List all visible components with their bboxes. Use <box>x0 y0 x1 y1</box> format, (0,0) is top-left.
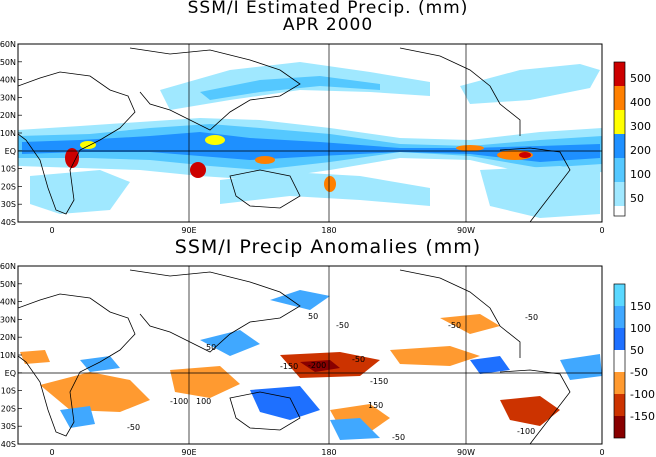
contour-label: 100 <box>196 397 211 406</box>
contour-label: -50 <box>336 321 349 330</box>
contour-label: -100 <box>170 397 188 406</box>
lat-label: 30S <box>1 422 16 431</box>
legend-swatch-50 <box>614 328 625 350</box>
legend-label: 150 <box>630 300 651 313</box>
legend-swatch-100 <box>614 158 625 182</box>
precip-map <box>17 43 603 223</box>
legend-label: 200 <box>630 144 651 157</box>
contour-label: -50 <box>392 433 405 442</box>
contour-label: -150 <box>280 362 298 371</box>
lon-label: 90W <box>457 448 475 457</box>
lon-label: 0 <box>599 226 604 235</box>
contour-label: -50 <box>127 423 140 432</box>
lon-label: 90W <box>457 226 475 235</box>
legend-swatch-neutral <box>614 350 625 372</box>
lon-label: 0 <box>49 448 54 457</box>
legend-swatch-minus-100 <box>614 394 625 416</box>
contour-label: 50 <box>206 343 216 352</box>
contour-label: 50 <box>308 312 318 321</box>
legend-label: 500 <box>630 72 651 85</box>
legend-swatch-minus-150 <box>614 416 625 438</box>
lat-label: 50N <box>0 280 16 289</box>
lat-label: EQ <box>5 369 16 378</box>
lat-label: 20S <box>1 404 16 413</box>
lat-label: 30N <box>0 93 16 102</box>
lat-label: 20N <box>0 333 16 342</box>
lon-label: 90E <box>181 226 196 235</box>
lat-label: 40S <box>1 440 16 449</box>
lat-label: EQ <box>5 147 16 156</box>
contour-label: -100 <box>517 427 535 436</box>
legend-swatch-400 <box>614 86 625 110</box>
lon-label: 180 <box>321 448 336 457</box>
legend-label: 100 <box>630 322 651 335</box>
legend-swatch-0 <box>614 206 625 216</box>
map-1-title-line-1: SSM/I Estimated Precip. (mm) <box>187 0 469 18</box>
legend-label: 50 <box>630 344 644 357</box>
legend-label: 400 <box>630 96 651 109</box>
contour-label: -200 <box>308 361 326 370</box>
latitude-axis-map-2: 60N 50N 40N 30N 20N 10N EQ 10S 20S 30S 40S <box>0 262 22 449</box>
contour-label: 150 <box>368 401 383 410</box>
lat-label: 40N <box>0 298 16 307</box>
anomaly-map: -50 -50 -50 50 50 -150 -50 -150 -200 -10… <box>17 265 603 445</box>
legend-swatch-300 <box>614 110 625 134</box>
map-1-title-line-2: APR 2000 <box>282 15 374 35</box>
lat-label: 30N <box>0 315 16 324</box>
legend-label: -50 <box>630 366 648 379</box>
lat-label: 60N <box>0 262 16 271</box>
lat-label: 10N <box>0 129 16 138</box>
legend-swatch-50 <box>614 182 625 206</box>
lat-label: 40N <box>0 76 16 85</box>
lon-label: 0 <box>599 448 604 457</box>
legend-label: 50 <box>630 192 644 205</box>
lat-label: 20S <box>1 182 16 191</box>
legend-swatch-minus-50 <box>614 372 625 394</box>
latitude-axis-map-1: 60N 50N 40N 30N 20N 10N EQ 10S 20S 30S 40S <box>0 40 22 227</box>
legend-swatch-500-plus <box>614 62 625 86</box>
contour-label: -50 <box>525 313 538 322</box>
lat-label: 20N <box>0 111 16 120</box>
legend-swatch-100 <box>614 306 625 328</box>
lon-label: 90E <box>181 448 196 457</box>
lon-label: 180 <box>321 226 336 235</box>
longitude-axis-map-1: 0 90E 180 90W 0 <box>49 226 604 235</box>
contour-label: -150 <box>370 377 388 386</box>
map-2-title: SSM/I Precip Anomalies (mm) <box>174 236 482 258</box>
contour-label: -50 <box>352 355 365 364</box>
lat-label: 60N <box>0 40 16 49</box>
legend-label: 300 <box>630 120 651 133</box>
lat-label: 50N <box>0 58 16 67</box>
contour-label: -50 <box>448 321 461 330</box>
lat-label: 10N <box>0 351 16 360</box>
lat-label: 10S <box>1 165 16 174</box>
lat-label: 10S <box>1 387 16 396</box>
legend-swatch-200 <box>614 134 625 158</box>
lat-label: 40S <box>1 218 16 227</box>
legend-precip: 500 400 300 200 100 50 <box>613 61 651 217</box>
lon-label: 0 <box>49 226 54 235</box>
longitude-axis-map-2: 0 90E 180 90W 0 <box>49 448 604 457</box>
legend-anomaly: 150 100 50 -50 -100 -150 <box>613 283 655 439</box>
legend-label: 100 <box>630 168 651 181</box>
legend-swatch-150-plus <box>614 284 625 306</box>
legend-label: -100 <box>630 388 655 401</box>
legend-label: -150 <box>630 410 655 423</box>
lat-label: 30S <box>1 200 16 209</box>
